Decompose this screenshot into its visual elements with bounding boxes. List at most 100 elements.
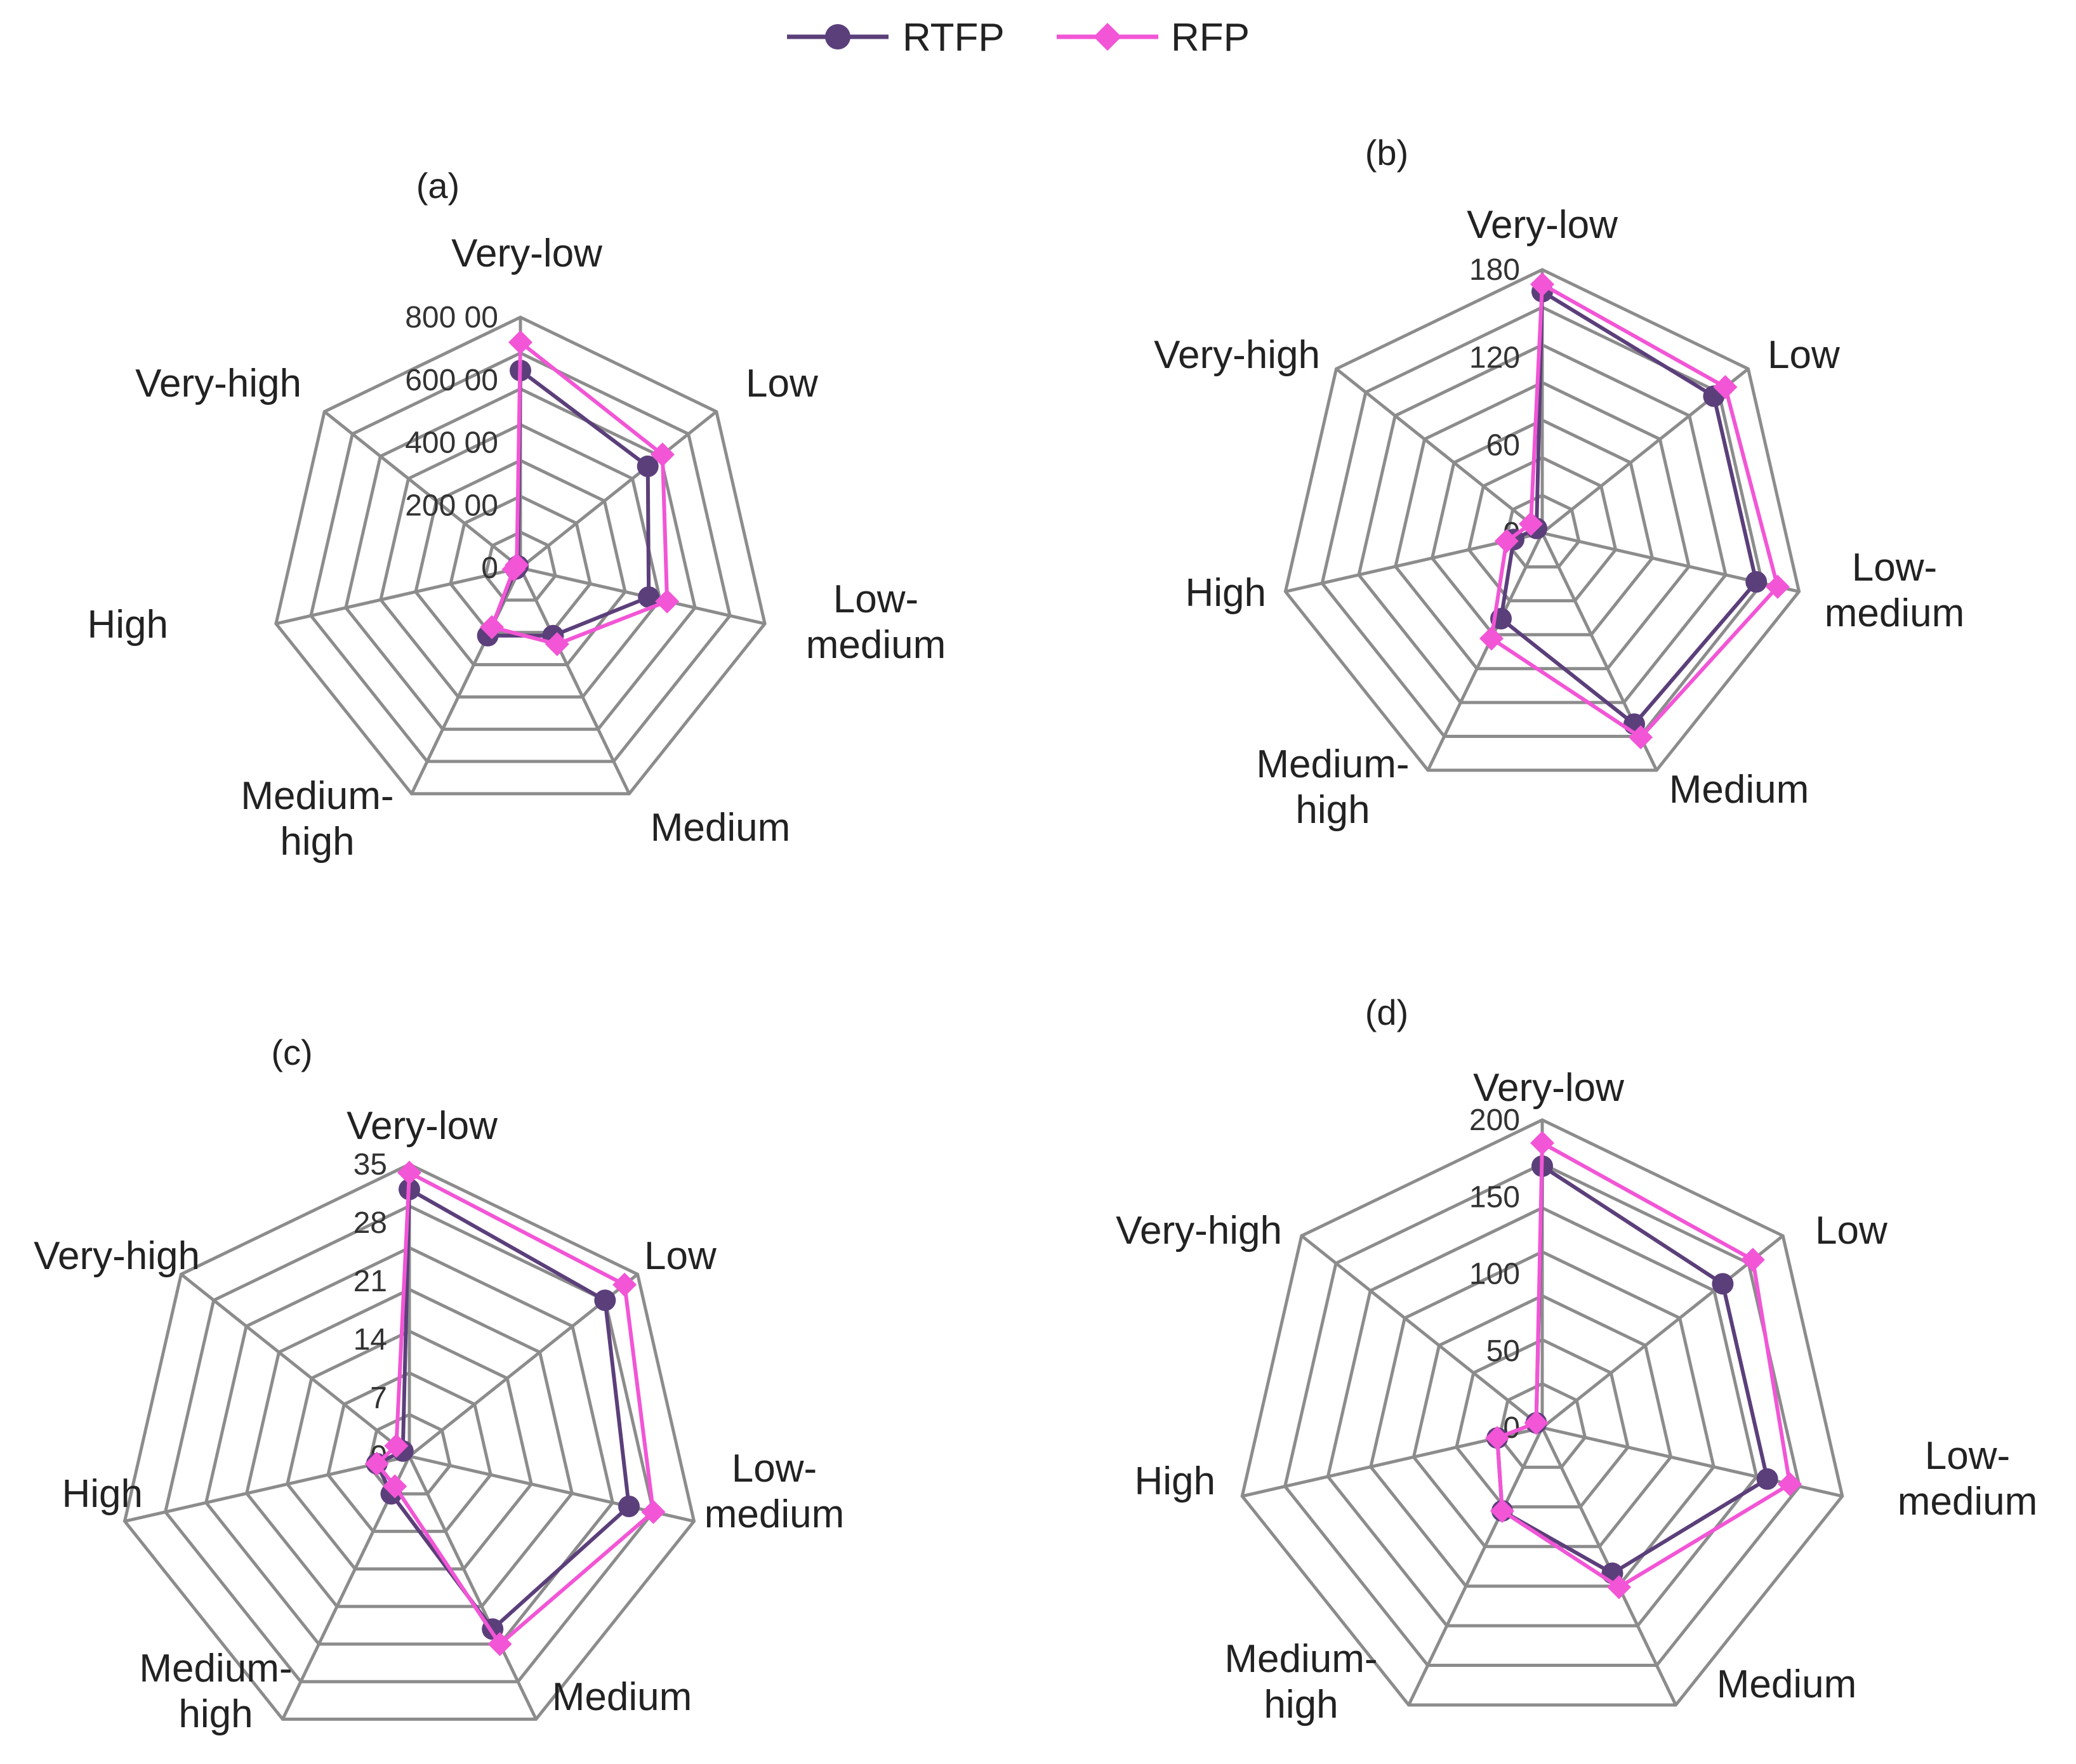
category-label-line: Low bbox=[746, 362, 818, 405]
data-point-rfp bbox=[1765, 574, 1790, 599]
category-label: High bbox=[1134, 1459, 1215, 1503]
panel-title: (d) bbox=[1365, 992, 1408, 1032]
category-label-line: Medium bbox=[651, 806, 791, 850]
tick-label: 35 bbox=[354, 1148, 387, 1181]
grid-ring bbox=[274, 315, 767, 796]
category-label: Low-medium bbox=[806, 577, 946, 667]
category-label-line: Very-high bbox=[135, 362, 301, 405]
category-label-line: Medium- bbox=[1256, 742, 1409, 786]
category-label: Low-medium bbox=[1898, 1434, 2038, 1524]
grid-ring bbox=[449, 494, 592, 635]
category-label: Low-medium bbox=[1825, 546, 1965, 635]
category-label: Very-high bbox=[1154, 333, 1320, 377]
data-point-rfp bbox=[384, 1433, 409, 1458]
data-point-rfp bbox=[1740, 1247, 1765, 1272]
category-label-line: Low bbox=[1815, 1209, 1888, 1253]
data-point-rfp bbox=[1629, 725, 1653, 749]
tick-label: 800 00 bbox=[405, 301, 498, 334]
radar-panels: 0 200 00 400 00 600 00 800 00 (a) Very-low Low L… bbox=[34, 133, 2037, 1736]
category-label-line: Medium- bbox=[241, 774, 393, 818]
grid-ring bbox=[1283, 268, 1801, 772]
data-point-rfp bbox=[487, 1632, 512, 1656]
category-label: Low-medium bbox=[704, 1447, 845, 1536]
tick-label: 100 bbox=[1469, 1258, 1520, 1291]
grid-ring bbox=[1504, 493, 1581, 569]
data-point-rfp bbox=[1607, 1575, 1631, 1600]
tick-label: 60 bbox=[1486, 429, 1520, 463]
category-label: High bbox=[87, 603, 168, 647]
axis-spoke bbox=[1335, 367, 1544, 534]
panel-title: (a) bbox=[416, 166, 459, 206]
radar-panel-c: 0714212835(c)Very-lowLowLow-mediumMedium… bbox=[34, 1032, 844, 1736]
category-label-line: Very-high bbox=[1154, 333, 1320, 377]
data-point-rtfp bbox=[618, 1496, 640, 1517]
category-label-line: medium bbox=[806, 623, 946, 667]
category-label: High bbox=[1185, 571, 1266, 615]
category-label-line: Very-high bbox=[1116, 1209, 1282, 1253]
category-label: Very-low bbox=[1473, 1066, 1624, 1110]
axis-spoke bbox=[519, 410, 718, 569]
category-label-line: medium bbox=[704, 1492, 845, 1536]
category-label-line: Medium bbox=[1717, 1662, 1857, 1706]
data-point-rtfp bbox=[594, 1289, 616, 1312]
data-point-rfp bbox=[1778, 1472, 1802, 1496]
panel-title: (b) bbox=[1365, 133, 1408, 173]
tick-label: 21 bbox=[354, 1265, 387, 1298]
grid-ring bbox=[1455, 1338, 1630, 1509]
grid-ring bbox=[367, 1412, 452, 1496]
category-label: Medium bbox=[552, 1675, 692, 1719]
category-label-line: Low- bbox=[1925, 1434, 2010, 1478]
tick-label: 7 bbox=[370, 1381, 387, 1415]
tick-label: 50 bbox=[1486, 1334, 1520, 1368]
grid-ring bbox=[1369, 1250, 1716, 1588]
data-point-rtfp bbox=[1745, 571, 1768, 593]
category-label: Medium bbox=[651, 806, 791, 850]
data-point-rfp bbox=[1713, 375, 1738, 399]
radar-panel-b: 060120180(b)Very-lowLowLow-mediumMediumM… bbox=[1154, 133, 1964, 832]
category-label: Very-high bbox=[1116, 1209, 1282, 1253]
data-point-rfp bbox=[1485, 1426, 1510, 1451]
category-label: Very-low bbox=[1467, 203, 1618, 247]
data-point-rfp bbox=[1479, 626, 1504, 651]
tick-label: 200 00 bbox=[405, 489, 498, 522]
grid-ring bbox=[484, 530, 557, 602]
category-label-line: Very-low bbox=[347, 1104, 498, 1148]
category-label-line: high bbox=[280, 820, 354, 864]
tick-label: 14 bbox=[354, 1323, 387, 1357]
category-label-line: high bbox=[1295, 788, 1370, 832]
tick-label: 120 bbox=[1469, 341, 1520, 374]
grid-ring bbox=[1357, 343, 1728, 704]
category-label-line: Very-high bbox=[34, 1234, 200, 1278]
data-point-rfp bbox=[1519, 511, 1543, 536]
data-point-rfp bbox=[1490, 1499, 1514, 1524]
data-point-rfp bbox=[650, 442, 675, 467]
axis-spoke bbox=[1300, 1234, 1544, 1429]
category-label-line: Low- bbox=[732, 1447, 817, 1491]
tick-label: 28 bbox=[354, 1206, 387, 1240]
category-label-line: Medium bbox=[1669, 768, 1809, 812]
grid-ring bbox=[309, 351, 732, 763]
data-point-rfp bbox=[508, 330, 532, 355]
grid-ring bbox=[122, 1162, 696, 1721]
grid-ring bbox=[1320, 305, 1764, 738]
axis-spoke bbox=[1407, 1426, 1544, 1706]
grid-ring bbox=[344, 387, 697, 731]
data-point-rfp bbox=[655, 589, 680, 614]
category-label-line: Very-low bbox=[451, 232, 602, 275]
axis-spoke bbox=[407, 1455, 538, 1720]
tick-label: 180 bbox=[1469, 253, 1520, 287]
category-label-line: Low bbox=[644, 1234, 717, 1278]
tick-label: 0 bbox=[481, 551, 498, 585]
category-label: Medium-high bbox=[1224, 1637, 1377, 1727]
category-label-line: high bbox=[178, 1692, 253, 1736]
data-point-rfp bbox=[383, 1474, 407, 1499]
radar-panel-a: 0 200 00 400 00 600 00 800 00 (a) Very-low Low L… bbox=[87, 166, 946, 864]
series-rfp bbox=[480, 330, 680, 657]
category-label: Low bbox=[746, 362, 818, 405]
axis-spoke bbox=[180, 1273, 411, 1458]
grid-ring bbox=[1394, 381, 1691, 671]
axis-spoke bbox=[124, 1454, 410, 1523]
radar-panel-d: 050100150200(d)Very-lowLowLow-mediumMedi… bbox=[1116, 992, 2037, 1727]
grid-ring bbox=[1412, 1294, 1673, 1548]
grid-ring bbox=[414, 458, 627, 666]
